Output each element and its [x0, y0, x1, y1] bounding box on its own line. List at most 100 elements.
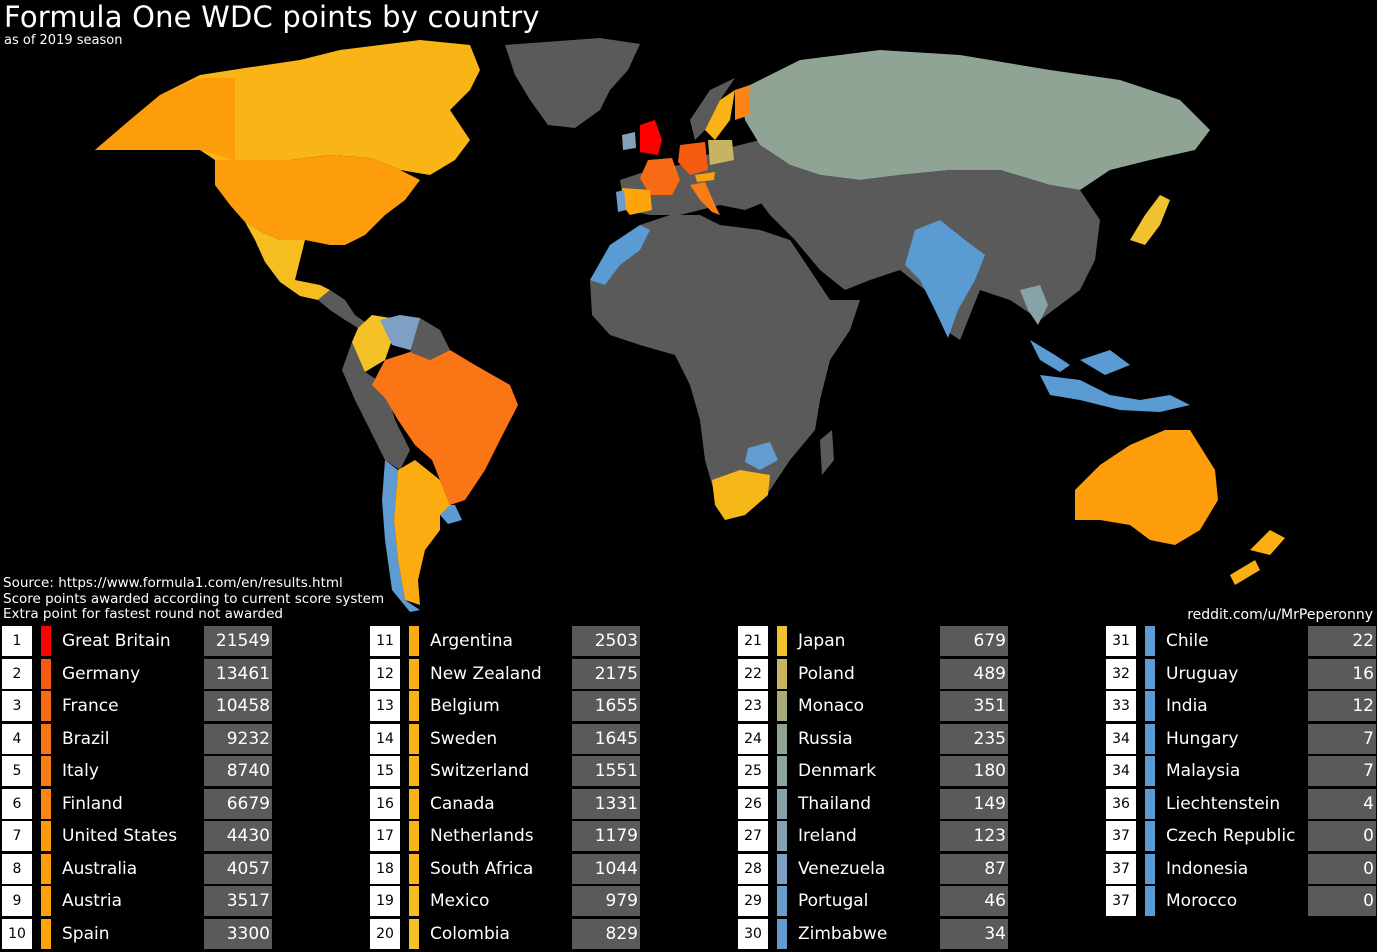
rank-badge: 10 [2, 918, 32, 949]
points-value: 7 [1308, 756, 1376, 786]
source-note: Source: https://www.formula1.com/en/resu… [3, 575, 343, 591]
country-name: Denmark [798, 761, 877, 781]
madagascar-region [820, 430, 834, 475]
legend-row: 24 Russia 235 [738, 723, 1010, 754]
legend-row: 5 Italy 8740 [2, 756, 274, 786]
country-name: India [1166, 696, 1208, 716]
points-value: 6679 [204, 788, 272, 819]
color-swatch [777, 658, 787, 689]
color-swatch [409, 626, 419, 656]
legend-row: 31 Chile 22 [1106, 626, 1377, 656]
color-swatch [777, 723, 787, 754]
points-value: 4430 [204, 821, 272, 851]
color-swatch [41, 723, 51, 754]
points-value: 1179 [572, 821, 640, 851]
rank-badge: 37 [1106, 821, 1136, 851]
color-swatch [41, 756, 51, 786]
rank-badge: 8 [2, 853, 32, 884]
rank-badge: 31 [1106, 626, 1136, 656]
color-swatch [41, 658, 51, 689]
legend-row: 3 France 10458 [2, 691, 274, 721]
color-swatch [409, 658, 419, 689]
country-name: Argentina [430, 631, 513, 651]
color-swatch [41, 918, 51, 949]
points-value: 149 [940, 788, 1008, 819]
color-swatch [409, 756, 419, 786]
greenland-region [505, 38, 640, 128]
legend-row: 37 Indonesia 0 [1106, 853, 1377, 884]
country-name: Ireland [798, 826, 857, 846]
points-value: 180 [940, 756, 1008, 786]
zimbabwe-region [745, 442, 778, 470]
norway-region [690, 78, 735, 140]
color-swatch [777, 756, 787, 786]
country-name: Morocco [1166, 891, 1238, 911]
rank-badge: 15 [370, 756, 400, 786]
color-swatch [1145, 691, 1155, 721]
map-subtitle: as of 2019 season [4, 33, 123, 48]
country-name: Portugal [798, 891, 869, 911]
country-name: Venezuela [798, 858, 886, 879]
chile-region [382, 460, 420, 612]
legend-row: 34 Malaysia 7 [1106, 756, 1377, 786]
rank-badge: 16 [370, 788, 400, 819]
legend-row: 23 Monaco 351 [738, 691, 1010, 721]
country-name: Brazil [62, 728, 110, 749]
mexico-region [245, 222, 330, 300]
france-region [640, 158, 680, 195]
morocco-region [590, 225, 650, 285]
points-value: 3517 [204, 886, 272, 916]
country-name: Switzerland [430, 761, 530, 781]
legend-row: 37 Czech Republic 0 [1106, 821, 1377, 851]
country-name: South Africa [430, 858, 534, 879]
rank-badge: 23 [738, 691, 768, 721]
color-swatch [41, 821, 51, 851]
points-value: 2175 [572, 658, 640, 689]
color-swatch [409, 788, 419, 819]
finland-region [735, 85, 750, 120]
portugal-region [616, 190, 626, 212]
usa-region [215, 155, 420, 245]
uruguay-region [440, 505, 462, 524]
color-swatch [409, 853, 419, 884]
legend-row: 28 Venezuela 87 [738, 853, 1010, 884]
great-britain-region [640, 120, 662, 155]
legend-row: 34 Hungary 7 [1106, 723, 1377, 754]
central-america-region [318, 290, 365, 328]
rank-badge: 12 [370, 658, 400, 689]
country-name: Japan [798, 631, 846, 651]
legend-row: 6 Finland 6679 [2, 788, 274, 819]
points-value: 979 [572, 886, 640, 916]
legend-row: 8 Australia 4057 [2, 853, 274, 884]
color-swatch [1145, 626, 1155, 656]
country-name: Great Britain [62, 631, 171, 651]
legend-row: 26 Thailand 149 [738, 788, 1010, 819]
india-region [905, 220, 985, 338]
legend-row: 15 Switzerland 1551 [370, 756, 642, 786]
legend-row: 14 Sweden 1645 [370, 723, 642, 754]
color-swatch [777, 918, 787, 949]
country-name: Liechtenstein [1166, 793, 1281, 814]
rank-badge: 34 [1106, 723, 1136, 754]
ireland-region [622, 132, 636, 150]
color-swatch [777, 691, 787, 721]
country-name: Germany [62, 663, 141, 684]
color-swatch [1145, 821, 1155, 851]
points-value: 1331 [572, 788, 640, 819]
rank-badge: 32 [1106, 658, 1136, 689]
country-name: Hungary [1166, 728, 1239, 749]
color-swatch [409, 886, 419, 916]
color-swatch [777, 626, 787, 656]
legend-row: 7 United States 4430 [2, 821, 274, 851]
points-value: 0 [1308, 821, 1376, 851]
africa-region [590, 215, 860, 520]
points-value: 1044 [572, 853, 640, 884]
color-swatch [777, 788, 787, 819]
rank-badge: 30 [738, 918, 768, 949]
brazil-region [372, 350, 518, 505]
legend-row: 18 South Africa 1044 [370, 853, 642, 884]
legend-row: 22 Poland 489 [738, 658, 1010, 689]
points-value: 12 [1308, 691, 1376, 721]
rank-badge: 22 [738, 658, 768, 689]
color-swatch [409, 691, 419, 721]
